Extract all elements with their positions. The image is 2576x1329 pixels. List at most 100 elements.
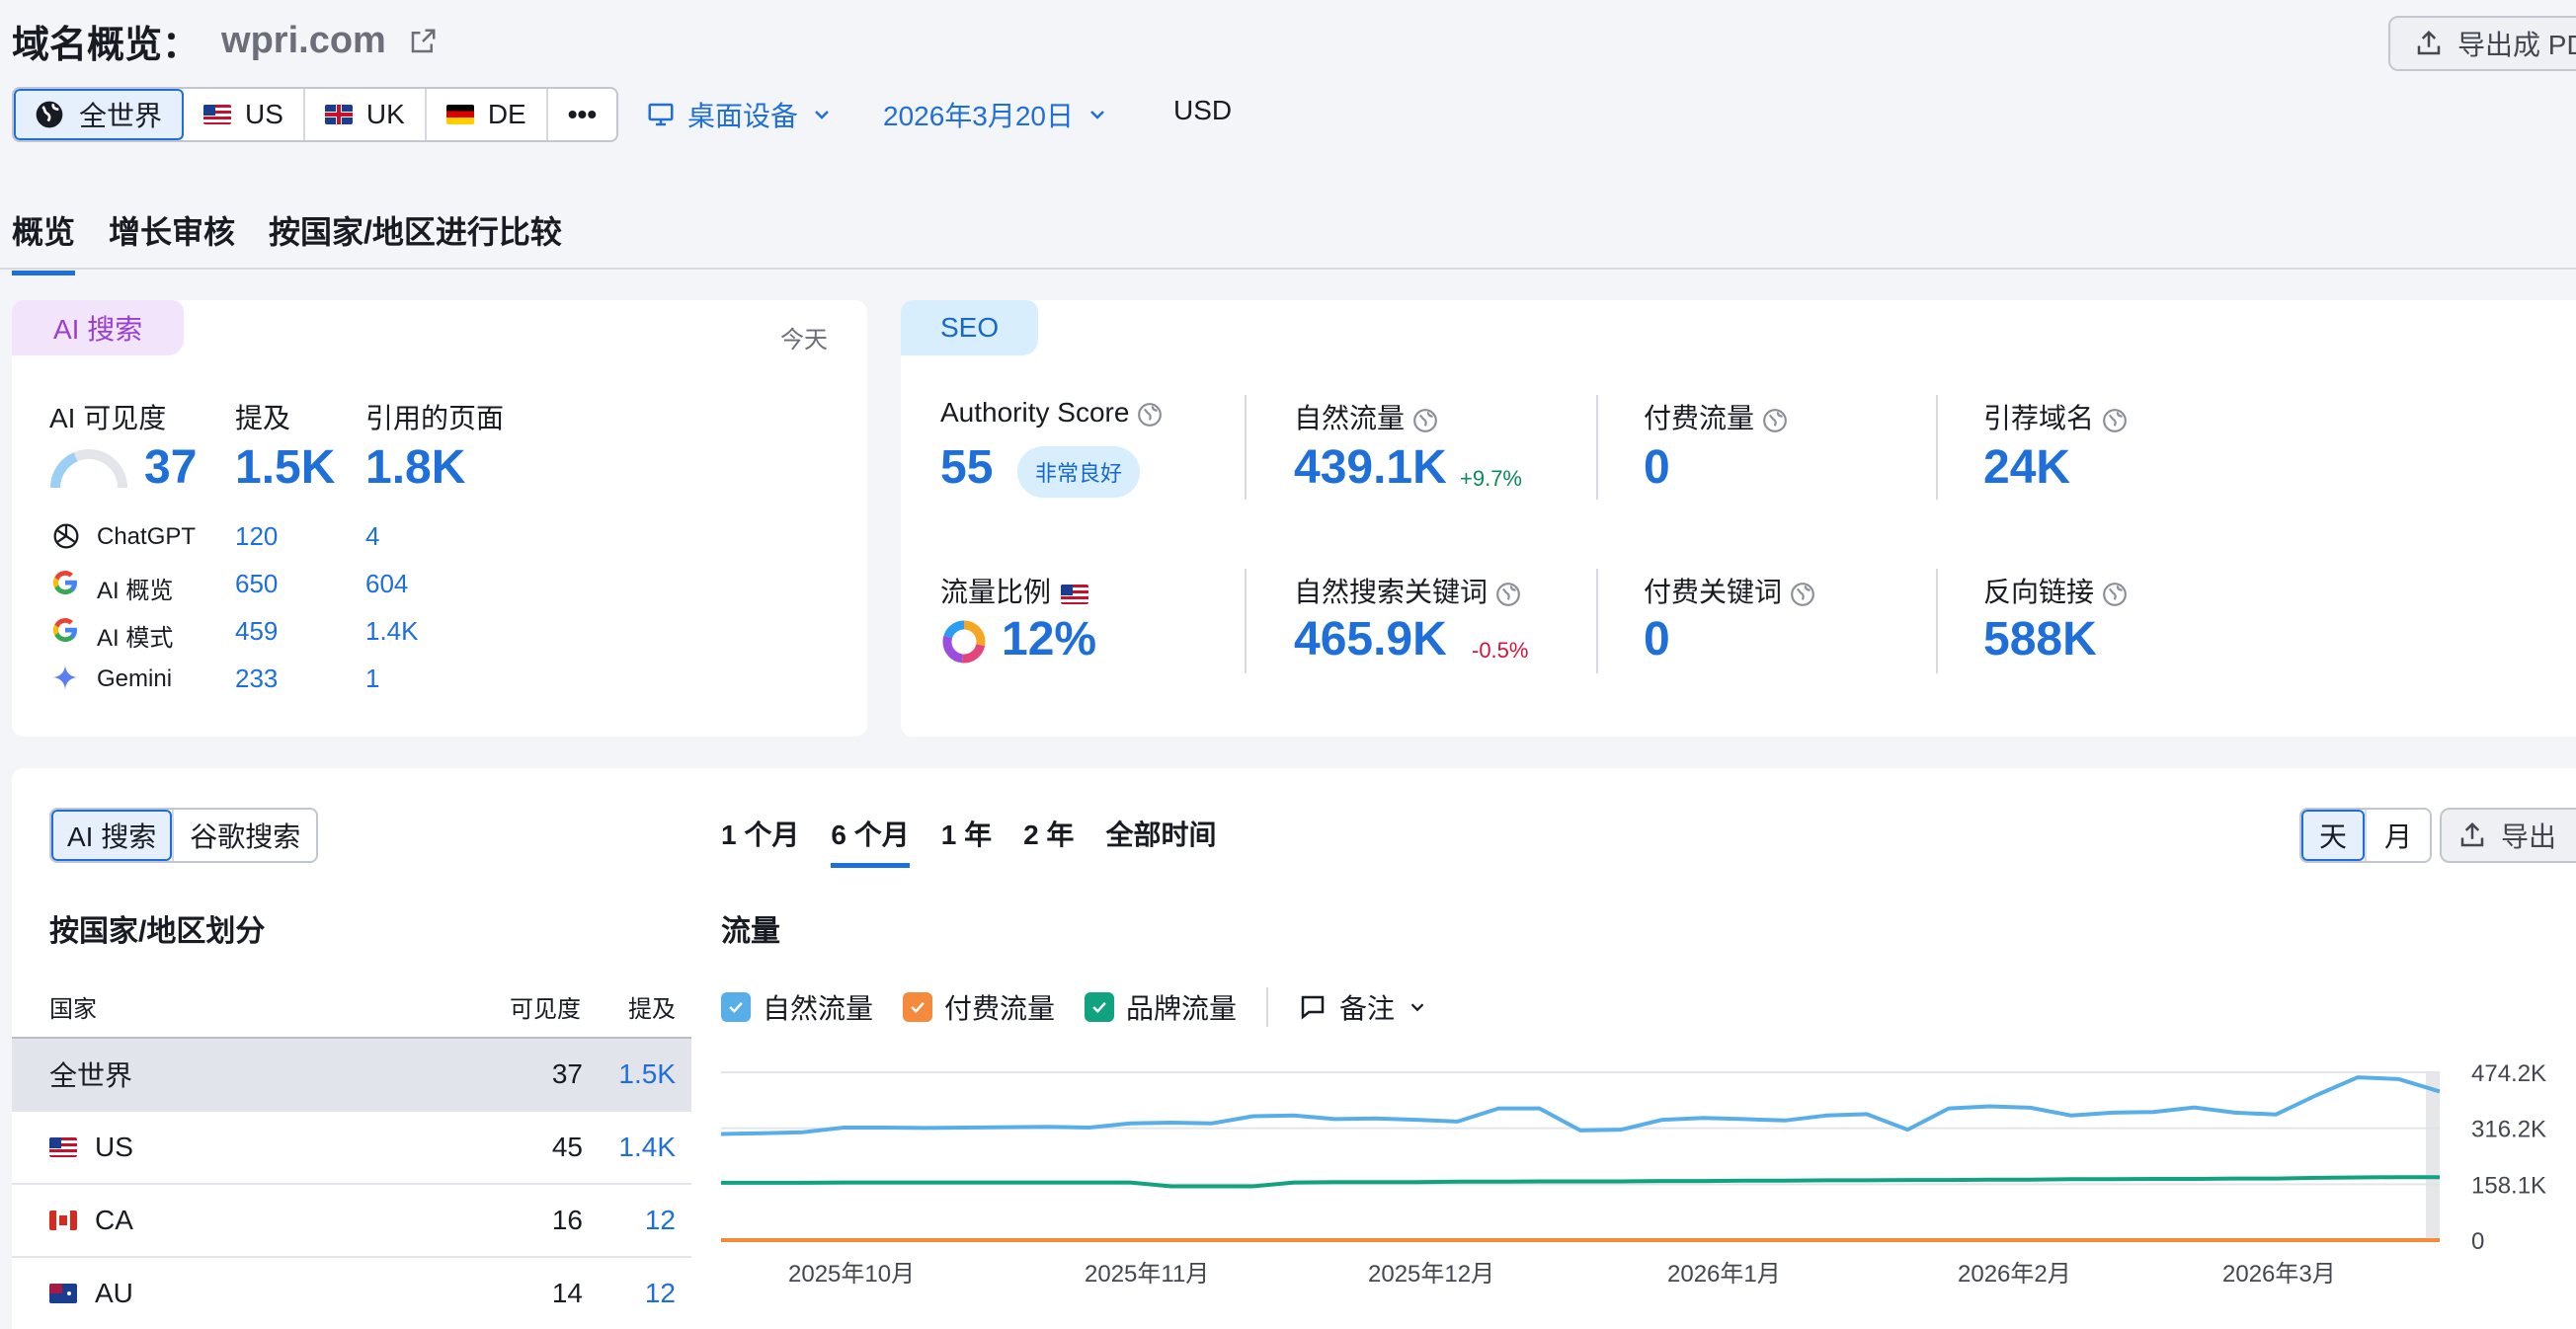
- toggle-ai-search[interactable]: AI 搜索: [51, 810, 173, 861]
- country-mentions[interactable]: 12: [644, 1278, 676, 1308]
- x-tick-label: 2025年10月: [788, 1261, 915, 1288]
- paid-traffic-label: 付费流量: [1644, 397, 1788, 436]
- table-row[interactable]: US 45 1.4K: [12, 1110, 691, 1183]
- toggle-google-search[interactable]: 谷歌搜索: [172, 810, 316, 861]
- desktop-icon: [648, 103, 674, 126]
- source-cited[interactable]: 4: [365, 521, 380, 551]
- today-label: 今天: [780, 327, 828, 353]
- region-de[interactable]: DE: [427, 89, 548, 140]
- export-button[interactable]: 导出: [2440, 808, 2576, 863]
- granularity-month[interactable]: 月: [2365, 810, 2430, 861]
- legend-organic[interactable]: 自然流量: [721, 987, 873, 1027]
- divider: [1245, 569, 1247, 673]
- source-mentions[interactable]: 459: [235, 616, 279, 646]
- cited-pages-label: 引用的页面: [365, 403, 505, 433]
- globe-icon: [36, 101, 63, 128]
- chevron-down-icon: [1090, 111, 1104, 119]
- paid-keywords-value[interactable]: 0: [1644, 613, 1670, 665]
- tab-overview[interactable]: 概览: [12, 207, 76, 275]
- chevron-down-icon: [815, 111, 829, 119]
- search-type-toggle: AI 搜索 谷歌搜索: [49, 808, 319, 863]
- mentions-value[interactable]: 1.5K: [235, 441, 336, 494]
- backlinks-value[interactable]: 588K: [1983, 613, 2097, 665]
- mentions-label: 提及: [235, 403, 291, 433]
- col-mentions: 提及: [628, 996, 676, 1023]
- country-visibility: 45: [551, 1132, 583, 1162]
- x-tick-label: 2026年3月: [2222, 1261, 2336, 1288]
- external-link-icon[interactable]: [408, 27, 438, 56]
- more-icon: •••: [567, 99, 598, 129]
- country-mentions[interactable]: 1.5K: [618, 1058, 676, 1089]
- y-tick-label: 316.2K: [2471, 1117, 2546, 1143]
- period-2y[interactable]: 2 年: [1023, 820, 1075, 850]
- divider: [1936, 395, 1938, 500]
- de-flag-icon: [445, 105, 474, 124]
- y-tick-label: 0: [2471, 1228, 2484, 1255]
- export-pdf-button[interactable]: 导出成 PD: [2388, 16, 2576, 71]
- ca-flag-icon: [49, 1211, 77, 1230]
- period-6m[interactable]: 6 个月: [831, 814, 910, 868]
- divider: [1596, 569, 1598, 673]
- ai-search-card: AI 搜索 今天 AI 可见度 提及 引用的页面 37 1.5K 1.8K Ch…: [12, 300, 867, 737]
- region-worldwide[interactable]: 全世界: [14, 89, 185, 140]
- period-all[interactable]: 全部时间: [1105, 820, 1217, 850]
- series-line: [721, 1075, 2441, 1136]
- source-mentions[interactable]: 233: [235, 664, 279, 693]
- visibility-gauge-icon: [50, 449, 127, 489]
- ai-search-tag: AI 搜索: [12, 300, 185, 355]
- source-cited[interactable]: 1: [365, 664, 380, 693]
- legend-organic-label: 自然流量: [763, 993, 874, 1024]
- paid-keywords-label: 付费关键词: [1644, 571, 1815, 610]
- legend-paid[interactable]: 付费流量: [903, 987, 1055, 1027]
- authority-score-value[interactable]: 55: [940, 441, 994, 494]
- authority-score-label: Authority Score: [940, 397, 1163, 429]
- upload-icon: [2417, 30, 2441, 55]
- notes-dropdown[interactable]: 备注: [1298, 987, 1428, 1027]
- granularity-day[interactable]: 天: [2301, 810, 2366, 861]
- table-row[interactable]: 全世界 37 1.5K: [12, 1037, 691, 1110]
- organic-traffic-label: 自然流量: [1294, 397, 1438, 436]
- organic-keywords-value[interactable]: 465.9K: [1294, 613, 1447, 665]
- source-cited[interactable]: 604: [365, 569, 409, 598]
- source-mentions[interactable]: 650: [235, 569, 279, 598]
- seo-tag: SEO: [901, 300, 1039, 355]
- tab-growth-audit[interactable]: 增长审核: [109, 214, 236, 250]
- backlinks-label: 反向链接: [1983, 571, 2128, 610]
- currency-label: USD: [1173, 95, 1233, 125]
- referring-domains-value[interactable]: 24K: [1983, 441, 2071, 494]
- country-mentions[interactable]: 1.4K: [618, 1132, 676, 1162]
- page-title: 域名概览： wpri.com: [12, 14, 438, 68]
- paid-traffic-value[interactable]: 0: [1644, 441, 1670, 494]
- ai-visibility-value[interactable]: 37: [144, 441, 198, 494]
- country-visibility: 14: [551, 1278, 583, 1308]
- traffic-chart[interactable]: 474.2K 316.2K 158.1K 0 2025年10月 2025年11月 2025年…: [721, 1064, 2568, 1307]
- legend-divider: [1266, 987, 1269, 1027]
- export-label: 导出: [2501, 821, 2557, 852]
- table-row[interactable]: CA 16 12: [12, 1183, 691, 1256]
- region-uk[interactable]: UK: [305, 89, 427, 140]
- period-1y[interactable]: 1 年: [940, 820, 993, 850]
- y-tick-label: 158.1K: [2471, 1172, 2546, 1199]
- tab-compare-countries[interactable]: 按国家/地区进行比较: [269, 214, 562, 250]
- more-regions-button[interactable]: •••: [548, 89, 616, 140]
- legend-brand[interactable]: 品牌流量: [1085, 987, 1237, 1027]
- region-us[interactable]: US: [184, 89, 305, 140]
- title-label: 域名概览：: [12, 25, 201, 66]
- region-selector: 全世界 US UK DE •••: [12, 87, 619, 142]
- checkbox-checked-icon: [721, 992, 751, 1022]
- cited-pages-value[interactable]: 1.8K: [365, 441, 466, 494]
- granularity-toggle: 天 月: [2299, 808, 2433, 863]
- traffic-share-value[interactable]: 12%: [1002, 613, 1097, 665]
- device-dropdown[interactable]: 桌面设备: [646, 95, 834, 134]
- date-dropdown[interactable]: 2026年3月20日: [883, 95, 1109, 134]
- checkbox-checked-icon: [903, 992, 933, 1022]
- organic-traffic-value[interactable]: 439.1K: [1294, 441, 1447, 494]
- upload-icon: [2460, 821, 2484, 847]
- domain-name[interactable]: wpri.com: [221, 20, 386, 61]
- country-mentions[interactable]: 12: [644, 1205, 676, 1235]
- table-row[interactable]: AU 14 12: [12, 1256, 691, 1329]
- source-name: Gemini: [97, 665, 173, 692]
- source-mentions[interactable]: 120: [235, 521, 279, 551]
- source-cited[interactable]: 1.4K: [365, 616, 419, 646]
- period-1m[interactable]: 1 个月: [721, 820, 800, 850]
